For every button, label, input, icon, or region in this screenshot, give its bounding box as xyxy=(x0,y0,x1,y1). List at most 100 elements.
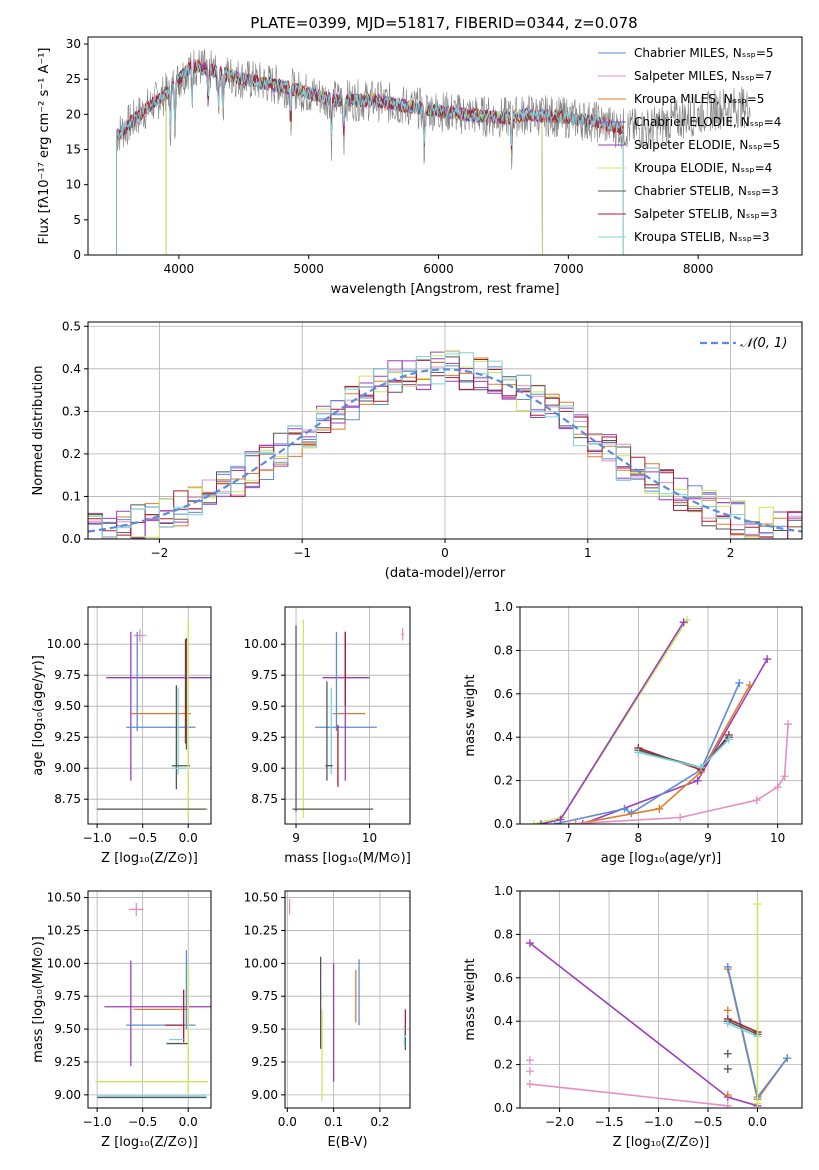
legend-entry: Salpeter ELODIE, Nₛₛₚ=5 xyxy=(634,138,780,152)
y-tick-label: 0.6 xyxy=(494,971,513,985)
mass-vs-EBV-points xyxy=(288,898,407,1102)
errorbar-point xyxy=(129,902,144,916)
plus-marker xyxy=(529,820,538,824)
y-tick-label: 0.4 xyxy=(494,1014,513,1028)
y-tick-label: 0.8 xyxy=(494,643,513,657)
y-tick-label: 10.25 xyxy=(47,923,81,937)
y-tick-label: 8.75 xyxy=(54,792,81,806)
spectrum-legend: Chabrier MILES, Nₛₛₚ=5 Salpeter MILES, Nₛ… xyxy=(598,46,781,244)
y-tick-label: 9.00 xyxy=(54,1088,81,1102)
y-tick-label: 10.50 xyxy=(244,891,278,905)
legend-entry: Chabrier MILES, Nₛₛₚ=5 xyxy=(634,46,774,60)
y-tick-label: 5 xyxy=(73,213,81,227)
spectrum-lines xyxy=(116,48,751,255)
mass-weight-line xyxy=(727,1022,758,1038)
axes-frame xyxy=(519,606,803,825)
plus-marker xyxy=(752,796,761,805)
y-tick-label: 15 xyxy=(66,143,81,157)
y-tick-label: 9.25 xyxy=(54,1055,81,1069)
age-vs-mass-axes: 9 10 8.75 9.00 9.25 9.50 9.75 10.00 mass [log₁₀(… xyxy=(244,607,411,866)
y-tick-label: 9.25 xyxy=(54,730,81,744)
y-tick-label: 1.0 xyxy=(494,884,513,898)
y-tick-label: 20 xyxy=(66,107,81,121)
x-axis-label: mass [log₁₀(M/M⊙)] xyxy=(284,851,411,866)
legend-entry: 𝒩(0, 1) xyxy=(740,336,787,351)
y-tick-label: 9.00 xyxy=(251,1088,278,1102)
errorbar-point xyxy=(401,628,405,641)
x-tick-label: −1.5 xyxy=(594,1115,623,1129)
x-tick-label: −1.0 xyxy=(83,1115,112,1129)
x-axis-label: Z [log₁₀(Z/Z⊙)] xyxy=(101,851,198,866)
axes-frame xyxy=(284,890,411,1109)
x-axis-label: wavelength [Angstrom, rest frame] xyxy=(331,282,560,297)
age-vs-Z-axes: −1.0 −0.5 0.0 8.75 9.00 9.25 9.50 9.75 10.00 Z [l… xyxy=(31,607,211,866)
x-tick-label: −0.5 xyxy=(693,1115,722,1129)
plus-marker xyxy=(525,1056,534,1065)
mass-vs-EBV-axes: 0.0 0.1 0.2 9.00 9.25 9.50 9.75 10.00 10.25 10.50… xyxy=(244,891,410,1150)
plus-marker xyxy=(676,813,685,822)
plus-marker xyxy=(735,678,744,687)
y-tick-label: 10.00 xyxy=(47,637,81,651)
x-tick-label: −0.5 xyxy=(128,831,157,845)
y-axis-label: age [log₁₀(age/yr)] xyxy=(31,655,46,776)
y-axis-label: mass weight xyxy=(463,674,478,756)
y-tick-label: 10 xyxy=(66,178,81,192)
y-tick-label: 9.50 xyxy=(54,1022,81,1036)
plus-marker xyxy=(571,820,580,824)
x-tick-label: 9 xyxy=(704,831,712,845)
y-tick-label: 10.25 xyxy=(244,923,278,937)
x-tick-label: 0 xyxy=(441,546,449,560)
normal-distribution-curve xyxy=(88,368,802,533)
x-tick-label: −1.0 xyxy=(83,831,112,845)
plus-marker xyxy=(564,820,573,824)
errorbar-point xyxy=(133,629,147,642)
x-tick-label: −2.0 xyxy=(545,1115,574,1129)
plus-marker xyxy=(697,763,706,772)
figure-title: PLATE=0399, MJD=51817, FIBERID=0344, z=0… xyxy=(250,14,637,32)
x-tick-label: 7000 xyxy=(553,262,584,276)
plus-marker xyxy=(723,1064,732,1073)
plus-marker xyxy=(723,1019,732,1028)
x-tick-label: 9 xyxy=(292,831,300,845)
age-vs-mass-points xyxy=(292,619,405,818)
y-tick-label: 0.1 xyxy=(62,489,81,503)
massweight-vs-Z-axes: −2.0 −1.5 −1.0 −0.5 0.0 0.0 0.2 0.4 0.6 0.8 1.0 Z [… xyxy=(463,884,802,1150)
plus-marker xyxy=(536,820,545,824)
y-axis-label: Flux [fλ10⁻¹⁷ erg cm⁻² s⁻¹ A⁻¹] xyxy=(37,48,52,245)
plus-marker xyxy=(753,1099,762,1108)
x-tick-label: 5000 xyxy=(293,262,324,276)
x-tick-label: 0.0 xyxy=(179,831,198,845)
y-tick-label: 0.0 xyxy=(62,532,81,546)
y-tick-label: 10.00 xyxy=(244,637,278,651)
y-tick-label: 0 xyxy=(73,248,81,262)
plus-marker xyxy=(745,681,754,690)
plus-marker xyxy=(753,900,762,909)
y-tick-label: 9.75 xyxy=(54,668,81,682)
x-tick-label: 1 xyxy=(584,546,592,560)
residual-histograms xyxy=(88,350,802,539)
x-tick-label: 8 xyxy=(635,831,643,845)
x-tick-label: −0.5 xyxy=(128,1115,157,1129)
plus-marker xyxy=(578,820,587,824)
y-tick-label: 0.6 xyxy=(494,687,513,701)
y-tick-label: 0.2 xyxy=(62,447,81,461)
mass-vs-Z-axes: −1.0 −0.5 0.0 9.00 9.25 9.50 9.75 10.00 10.25 10.… xyxy=(31,891,211,1150)
legend-entry: Kroupa STELIB, Nₛₛₚ=3 xyxy=(634,230,770,244)
y-tick-label: 0.2 xyxy=(494,1058,513,1072)
plus-marker xyxy=(780,772,789,781)
mass-weight-line xyxy=(575,684,751,824)
x-tick-label: 7 xyxy=(565,831,573,845)
y-tick-label: 25 xyxy=(66,72,81,86)
y-tick-label: 9.75 xyxy=(251,668,278,682)
axes-frame xyxy=(284,606,411,825)
massweight-vs-age-axes: 7 8 9 10 0.0 0.2 0.4 0.6 0.8 1.0 age [log₁₀(age/yr… xyxy=(463,600,802,866)
y-axis-label: mass [log₁₀(M/M⊙)] xyxy=(31,936,46,1063)
x-axis-label: (data-model)/error xyxy=(385,566,506,581)
x-tick-label: 10 xyxy=(770,831,785,845)
y-tick-label: 9.00 xyxy=(251,761,278,775)
mass-weight-line xyxy=(529,942,758,1107)
legend-entry: Chabrier ELODIE, Nₛₛₚ=4 xyxy=(634,115,781,129)
plus-marker xyxy=(723,1090,732,1099)
plus-marker xyxy=(525,1080,534,1089)
